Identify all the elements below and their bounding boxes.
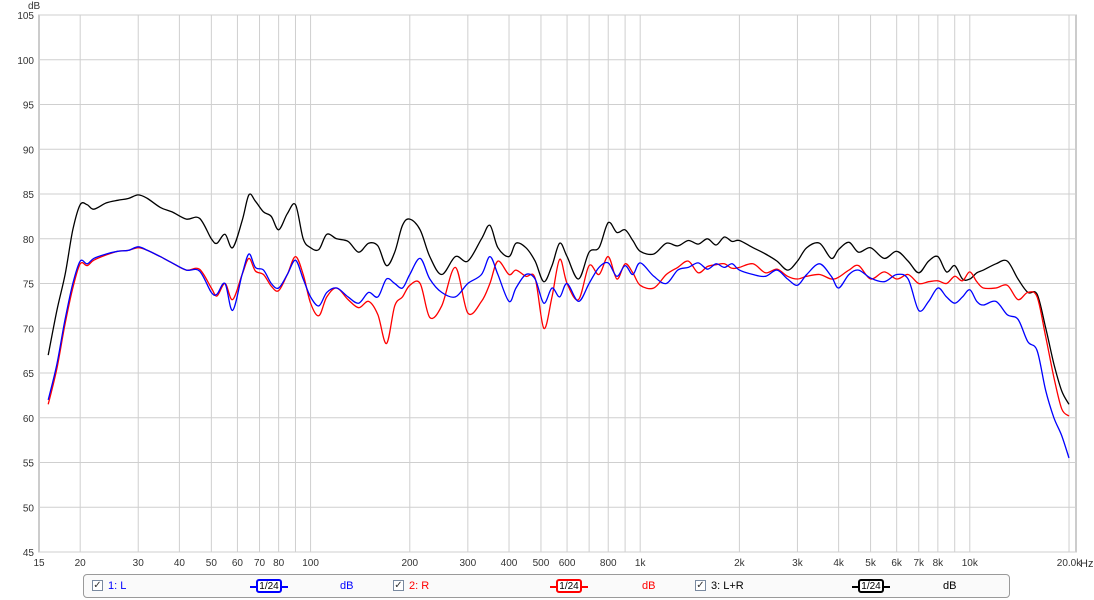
y-tick-label: 70 xyxy=(23,324,35,335)
x-axis-ticks: 15 20 30 40 50 60 70 80 100 200 300 400 500 600 800 1k 2… xyxy=(33,558,1082,569)
series-3-smoothing-button[interactable]: 1/24 xyxy=(852,579,890,593)
y-tick-label: 95 xyxy=(23,101,35,112)
y-tick-label: 80 xyxy=(23,235,35,246)
series-2-smoothing-text: 1/24 xyxy=(559,581,579,592)
x-tick-label: 8k xyxy=(933,558,945,569)
series-1-smoothing-text: 1/24 xyxy=(259,581,279,592)
x-tick-label: 3k xyxy=(792,558,804,569)
series-3-smoothing-text: 1/24 xyxy=(861,581,881,592)
x-tick-label: 1k xyxy=(635,558,647,569)
y-tick-label: 60 xyxy=(23,414,35,425)
series-1-smoothing-button[interactable]: 1/24 xyxy=(250,579,288,593)
x-tick-label: 60 xyxy=(232,558,244,569)
x-tick-label: 80 xyxy=(273,558,285,569)
x-tick-label: 7k xyxy=(913,558,925,569)
x-tick-label: 20 xyxy=(75,558,87,569)
series-1-unit: dB xyxy=(340,580,354,592)
grid-lines xyxy=(39,14,1076,553)
x-axis-unit: Hz xyxy=(1080,558,1093,570)
x-tick-label: 600 xyxy=(559,558,576,569)
y-axis-ticks: 45 50 55 60 65 70 75 80 85 90 95 100 105 xyxy=(17,11,34,559)
x-tick-label: 100 xyxy=(302,558,319,569)
x-tick-label: 50 xyxy=(206,558,218,569)
series-2-unit: dB xyxy=(642,580,656,592)
series-2-label[interactable]: 2: R xyxy=(409,580,430,592)
x-tick-label: 30 xyxy=(133,558,145,569)
y-tick-label: 45 xyxy=(23,548,35,559)
y-tick-label: 85 xyxy=(23,190,35,201)
y-tick-label: 75 xyxy=(23,280,35,291)
series-1-label[interactable]: 1: L xyxy=(108,580,127,592)
series-line-3 xyxy=(47,193,1070,405)
y-tick-label: 100 xyxy=(17,56,34,67)
x-tick-label: 70 xyxy=(254,558,266,569)
series-2-checkbox[interactable]: ✓ xyxy=(393,580,404,591)
series-line-1 xyxy=(47,246,1070,459)
x-tick-label: 20.0k xyxy=(1057,558,1082,569)
y-tick-label: 90 xyxy=(23,145,35,156)
series-2-smoothing-button[interactable]: 1/24 xyxy=(550,579,588,593)
series-3-checkbox[interactable]: ✓ xyxy=(695,580,706,591)
series-1-checkbox[interactable]: ✓ xyxy=(92,580,103,591)
y-tick-label: 50 xyxy=(23,503,35,514)
series-3-label[interactable]: 3: L+R xyxy=(711,580,744,592)
x-tick-label: 300 xyxy=(459,558,476,569)
y-axis-label: dB xyxy=(28,1,41,12)
series-lines xyxy=(47,193,1070,459)
x-tick-label: 500 xyxy=(533,558,550,569)
x-tick-label: 40 xyxy=(174,558,186,569)
x-tick-label: 10k xyxy=(962,558,979,569)
legend-bar: ✓ 1: L 1/24 dB ✓ 2: R 1/24 dB ✓ 3: L+R 1… xyxy=(83,574,1010,598)
series-3-unit: dB xyxy=(943,580,957,592)
y-tick-label: 105 xyxy=(17,11,34,22)
y-tick-label: 55 xyxy=(23,459,35,470)
x-tick-label: 5k xyxy=(865,558,877,569)
x-tick-label: 2k xyxy=(734,558,746,569)
x-tick-label: 4k xyxy=(833,558,845,569)
x-tick-label: 800 xyxy=(600,558,617,569)
x-tick-label: 6k xyxy=(891,558,903,569)
y-tick-label: 65 xyxy=(23,369,35,380)
x-tick-label: 15 xyxy=(33,558,45,569)
x-tick-label: 400 xyxy=(501,558,518,569)
x-tick-label: 200 xyxy=(401,558,418,569)
frequency-response-chart[interactable]: 45 50 55 60 65 70 75 80 85 90 95 100 105 15 20 30 40 50 6… xyxy=(0,0,1094,572)
